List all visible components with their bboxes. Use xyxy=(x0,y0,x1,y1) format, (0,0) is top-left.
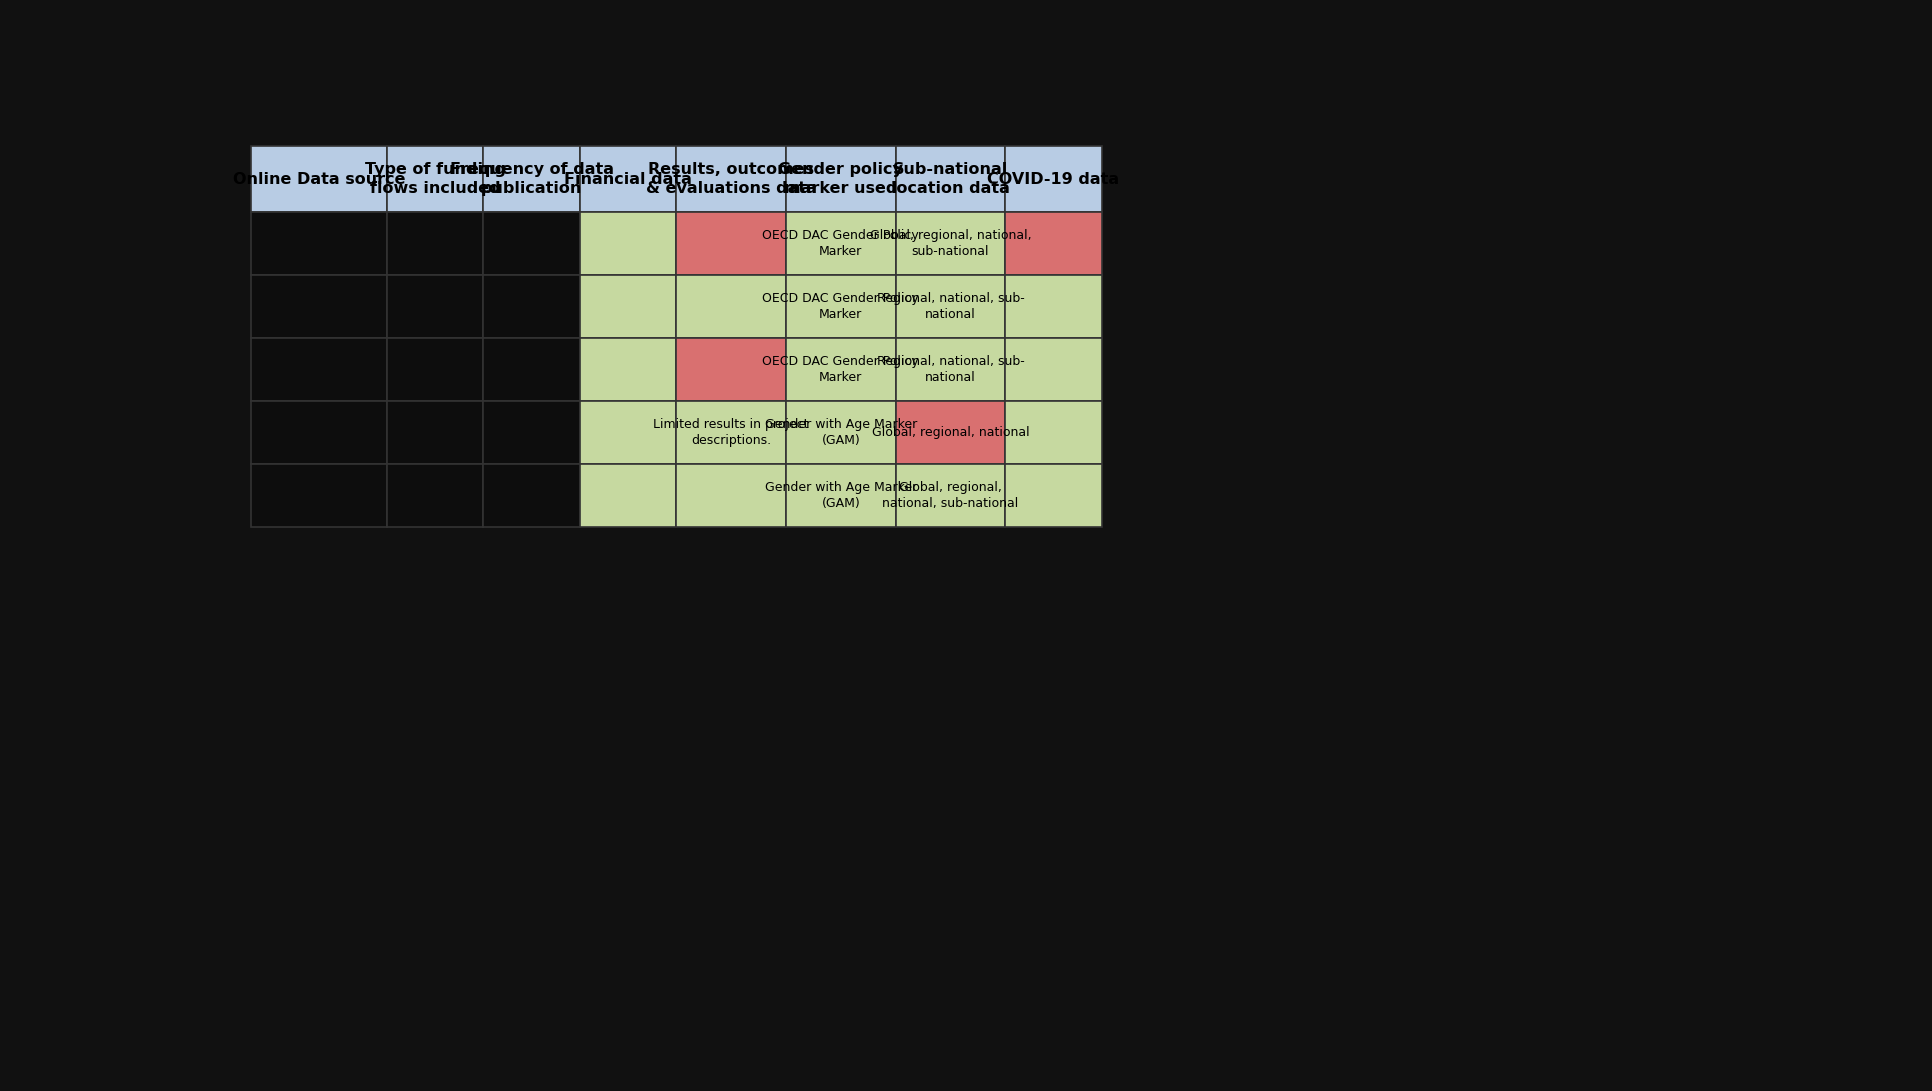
Bar xyxy=(251,465,386,527)
Text: Gender with Age Marker
(GAM): Gender with Age Marker (GAM) xyxy=(765,418,918,447)
Bar xyxy=(386,465,483,527)
Bar xyxy=(483,401,580,465)
Bar xyxy=(896,401,1005,465)
Bar xyxy=(580,465,676,527)
Bar xyxy=(251,146,386,212)
Bar xyxy=(676,338,786,401)
Text: Results, outcomes
& evaluations data: Results, outcomes & evaluations data xyxy=(645,163,817,196)
Text: Regional, national, sub-
national: Regional, national, sub- national xyxy=(877,292,1024,321)
Text: Gender policy
marker used: Gender policy marker used xyxy=(779,163,902,196)
Bar xyxy=(580,146,676,212)
Bar xyxy=(483,465,580,527)
Bar xyxy=(1005,275,1101,338)
Text: Frequency of data
publication: Frequency of data publication xyxy=(450,163,614,196)
Bar xyxy=(386,338,483,401)
Bar xyxy=(786,465,896,527)
Text: Financial data: Financial data xyxy=(564,171,692,187)
Bar xyxy=(386,146,483,212)
Bar xyxy=(676,146,786,212)
Bar xyxy=(251,275,386,338)
Bar xyxy=(786,146,896,212)
Bar xyxy=(1005,465,1101,527)
Bar xyxy=(1005,212,1101,275)
Bar xyxy=(386,275,483,338)
Bar xyxy=(896,146,1005,212)
Bar xyxy=(1005,401,1101,465)
Bar xyxy=(786,401,896,465)
Bar xyxy=(251,401,386,465)
Text: OECD DAC Gender Policy
Marker: OECD DAC Gender Policy Marker xyxy=(763,355,920,384)
Text: Sub-national
location data: Sub-national location data xyxy=(891,163,1010,196)
Bar xyxy=(580,338,676,401)
Bar xyxy=(896,212,1005,275)
Text: OECD DAC Gender Policy
Marker: OECD DAC Gender Policy Marker xyxy=(763,229,920,257)
Bar xyxy=(483,338,580,401)
Bar xyxy=(251,212,386,275)
Bar xyxy=(386,212,483,275)
Bar xyxy=(786,275,896,338)
Bar xyxy=(483,275,580,338)
Bar xyxy=(676,275,786,338)
Bar xyxy=(580,212,676,275)
Text: Global, regional,
national, sub-national: Global, regional, national, sub-national xyxy=(883,481,1018,511)
Text: Regional, national, sub-
national: Regional, national, sub- national xyxy=(877,355,1024,384)
Bar xyxy=(896,275,1005,338)
Bar xyxy=(483,146,580,212)
Bar xyxy=(483,212,580,275)
Bar xyxy=(1005,146,1101,212)
Bar xyxy=(580,275,676,338)
Bar xyxy=(896,338,1005,401)
Bar xyxy=(786,212,896,275)
Text: OECD DAC Gender Policy
Marker: OECD DAC Gender Policy Marker xyxy=(763,292,920,321)
Text: Type of funding
flows included: Type of funding flows included xyxy=(365,163,506,196)
Bar xyxy=(786,338,896,401)
Bar xyxy=(676,401,786,465)
Bar xyxy=(676,465,786,527)
Bar xyxy=(1005,338,1101,401)
Bar xyxy=(676,212,786,275)
Text: Limited results in project
descriptions.: Limited results in project descriptions. xyxy=(653,418,810,447)
Text: Online Data source: Online Data source xyxy=(232,171,406,187)
Text: Global, regional, national,
sub-national: Global, regional, national, sub-national xyxy=(869,229,1032,257)
Text: Global, regional, national: Global, regional, national xyxy=(871,427,1030,440)
Bar xyxy=(386,401,483,465)
Bar xyxy=(251,338,386,401)
Bar xyxy=(896,465,1005,527)
Text: COVID-19 data: COVID-19 data xyxy=(987,171,1119,187)
Bar xyxy=(580,401,676,465)
Text: Gender with Age Marker
(GAM): Gender with Age Marker (GAM) xyxy=(765,481,918,511)
